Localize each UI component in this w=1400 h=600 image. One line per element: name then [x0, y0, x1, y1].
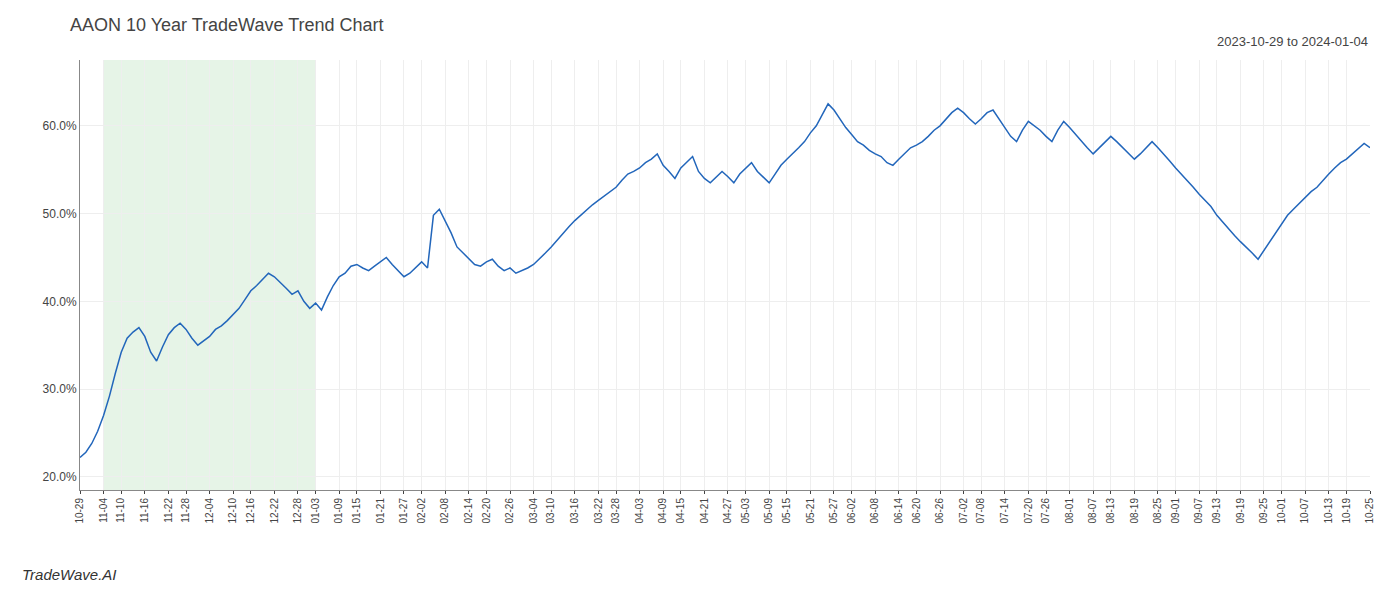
svg-text:08-07: 08-07 — [1087, 498, 1098, 524]
svg-text:60.0%: 60.0% — [43, 119, 77, 133]
svg-text:09-07: 09-07 — [1193, 498, 1204, 524]
svg-text:01-21: 01-21 — [375, 498, 386, 524]
svg-text:08-01: 08-01 — [1064, 498, 1075, 524]
svg-text:12-10: 12-10 — [227, 498, 238, 524]
svg-text:09-19: 09-19 — [1235, 498, 1246, 524]
svg-text:04-27: 04-27 — [722, 498, 733, 524]
svg-text:2023-10-29 to 2024-01-04: 2023-10-29 to 2024-01-04 — [1217, 34, 1368, 49]
svg-text:02-20: 02-20 — [481, 498, 492, 524]
svg-text:05-21: 05-21 — [805, 498, 816, 524]
svg-text:11-10: 11-10 — [115, 498, 126, 523]
svg-text:30.0%: 30.0% — [43, 382, 77, 396]
svg-text:TradeWave.AI: TradeWave.AI — [22, 566, 116, 583]
svg-text:03-22: 03-22 — [593, 498, 604, 524]
svg-text:05-03: 05-03 — [740, 498, 751, 524]
svg-text:40.0%: 40.0% — [43, 295, 77, 309]
svg-text:09-13: 09-13 — [1211, 498, 1222, 524]
svg-text:08-25: 08-25 — [1152, 498, 1163, 524]
svg-text:05-27: 05-27 — [828, 498, 839, 524]
svg-text:12-22: 12-22 — [269, 498, 280, 524]
svg-text:04-03: 04-03 — [634, 498, 645, 524]
svg-text:03-10: 03-10 — [545, 498, 556, 524]
svg-text:02-02: 02-02 — [416, 498, 427, 524]
svg-text:02-14: 02-14 — [463, 498, 474, 524]
svg-text:10-07: 10-07 — [1299, 498, 1310, 524]
svg-text:04-09: 04-09 — [657, 498, 668, 524]
svg-text:11-04: 11-04 — [98, 498, 109, 523]
svg-text:02-26: 02-26 — [504, 498, 515, 524]
svg-text:12-16: 12-16 — [245, 498, 256, 524]
svg-text:10-29: 10-29 — [74, 498, 85, 524]
svg-text:11-22: 11-22 — [163, 498, 174, 523]
svg-text:04-15: 04-15 — [675, 498, 686, 524]
svg-text:10-19: 10-19 — [1341, 498, 1352, 524]
svg-text:04-21: 04-21 — [699, 498, 710, 524]
svg-text:10-13: 10-13 — [1323, 498, 1334, 524]
svg-text:07-02: 07-02 — [958, 498, 969, 524]
svg-text:07-26: 07-26 — [1040, 498, 1051, 524]
svg-text:05-09: 05-09 — [763, 498, 774, 524]
svg-text:01-03: 01-03 — [310, 498, 321, 524]
svg-text:09-25: 09-25 — [1258, 498, 1269, 524]
svg-text:01-27: 01-27 — [398, 498, 409, 524]
svg-text:12-28: 12-28 — [292, 498, 303, 524]
svg-text:07-14: 07-14 — [999, 498, 1010, 524]
svg-text:20.0%: 20.0% — [43, 470, 77, 484]
svg-text:01-09: 01-09 — [333, 498, 344, 524]
svg-text:07-08: 07-08 — [975, 498, 986, 524]
svg-text:01-15: 01-15 — [351, 498, 362, 524]
svg-text:06-14: 06-14 — [893, 498, 904, 524]
svg-text:10-25: 10-25 — [1364, 498, 1375, 524]
svg-text:11-28: 11-28 — [180, 498, 191, 523]
svg-text:06-26: 06-26 — [934, 498, 945, 524]
svg-text:03-16: 03-16 — [569, 498, 580, 524]
svg-text:10-01: 10-01 — [1276, 498, 1287, 524]
svg-text:07-20: 07-20 — [1023, 498, 1034, 524]
svg-text:12-04: 12-04 — [204, 498, 215, 524]
svg-text:06-08: 06-08 — [869, 498, 880, 524]
svg-text:AAON 10 Year TradeWave Trend C: AAON 10 Year TradeWave Trend Chart — [70, 15, 384, 35]
svg-text:05-15: 05-15 — [781, 498, 792, 524]
svg-text:06-02: 06-02 — [846, 498, 857, 524]
svg-text:08-13: 08-13 — [1105, 498, 1116, 524]
svg-text:09-01: 09-01 — [1170, 498, 1181, 524]
svg-text:08-19: 08-19 — [1129, 498, 1140, 524]
svg-text:03-04: 03-04 — [528, 498, 539, 524]
svg-text:50.0%: 50.0% — [43, 207, 77, 221]
svg-text:06-20: 06-20 — [911, 498, 922, 524]
svg-text:11-16: 11-16 — [139, 498, 150, 523]
svg-text:02-08: 02-08 — [439, 498, 450, 524]
svg-text:03-28: 03-28 — [610, 498, 621, 524]
